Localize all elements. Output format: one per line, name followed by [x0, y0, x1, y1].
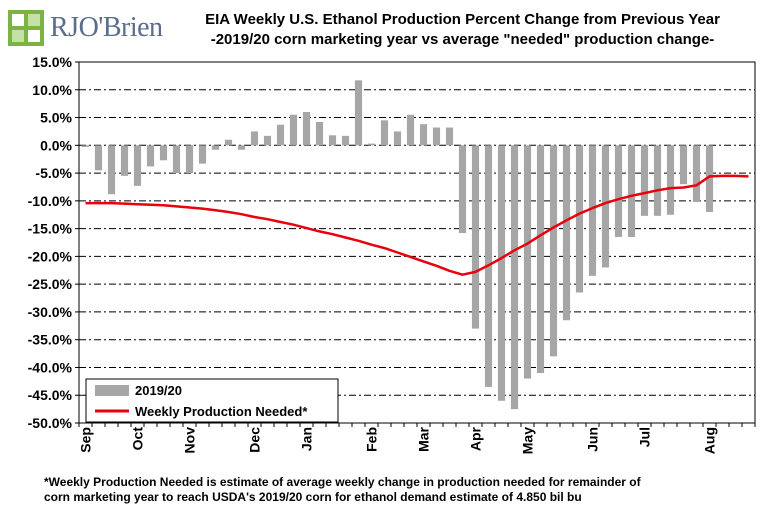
bar-2019-20: [406, 114, 415, 146]
bar-2019-20: [120, 145, 129, 176]
bar-2019-20: [575, 145, 584, 293]
y-tick-label: -50.0%: [28, 415, 73, 431]
x-tick-label: Aug: [702, 427, 718, 454]
bar-2019-20: [523, 145, 532, 379]
bar-2019-20: [458, 145, 467, 234]
bar-2019-20: [666, 145, 675, 215]
bar-2019-20: [250, 131, 259, 146]
bar-2019-20: [237, 145, 246, 150]
weekly-production-needed-line: [85, 174, 749, 276]
y-tick-label: -35.0%: [28, 332, 73, 348]
bar-2019-20: [627, 145, 636, 237]
x-tick-label: Jun: [585, 427, 601, 452]
y-tick-label: -25.0%: [28, 276, 73, 292]
bar-2019-20: [159, 145, 168, 161]
y-tick-label: -30.0%: [28, 304, 73, 320]
legend-label-line: Weekly Production Needed*: [135, 404, 308, 419]
chart-title: EIA Weekly U.S. Ethanol Production Perce…: [170, 10, 755, 50]
bar-2019-20: [354, 80, 363, 146]
bar-2019-20: [640, 145, 649, 216]
bar-2019-20: [302, 111, 311, 146]
footnote: *Weekly Production Needed is estimate of…: [44, 475, 756, 505]
x-axis: Sep Oct Nov Dec Jan Feb Mar Apr May Jun Jul Aug: [78, 423, 756, 454]
y-tick-label: 5.0%: [40, 110, 72, 126]
bar-2019-20: [393, 131, 402, 146]
x-tick-label: May: [520, 427, 536, 454]
y-axis: 15.0% 10.0% 5.0% 0.0% -5.0% -10.0% -15.0% -20.0…: [28, 54, 79, 431]
bar-2019-20: [328, 135, 337, 146]
bar-2019-20: [289, 114, 298, 146]
bar-2019-20: [679, 145, 688, 185]
chart-subtitle: -2019/20 corn marketing year vs average …: [210, 31, 715, 48]
bar-2019-20: [146, 145, 155, 167]
x-tick-label: Nov: [182, 427, 198, 454]
x-tick-label: Apr: [468, 426, 484, 451]
bar-2019-20: [107, 145, 116, 195]
bar-2019-20: [367, 143, 376, 146]
bar-2019-20: [445, 127, 454, 146]
bar-2019-20: [614, 145, 623, 237]
bar-2019-20: [588, 145, 597, 276]
bar-2019-20: [133, 145, 142, 186]
x-tick-label: Mar: [416, 426, 432, 451]
needed-line-path: [85, 174, 749, 276]
bar-2019-20: [536, 145, 545, 374]
bar-2019-20: [380, 120, 389, 146]
x-tick-label: Jan: [299, 427, 315, 451]
bar-2019-20: [471, 145, 480, 329]
bar-2019-20: [198, 145, 207, 164]
legend-label-bars: 2019/20: [135, 383, 182, 398]
bar-2019-20: [692, 145, 701, 202]
bar-2019-20: [549, 145, 558, 357]
y-tick-label: -5.0%: [35, 165, 72, 181]
bar-2019-20: [653, 145, 662, 216]
chart-title-line-1: EIA Weekly U.S. Ethanol Production Perce…: [205, 11, 720, 28]
bar-2019-20: [211, 145, 220, 150]
ethanol-production-chart: 15.0% 10.0% 5.0% 0.0% -5.0% -10.0% -15.0% -20.0…: [28, 54, 756, 454]
bar-2019-20: [263, 135, 272, 146]
bar-2019-20: [497, 145, 506, 401]
legend: 2019/20 Weekly Production Needed*: [85, 378, 339, 423]
logo-mark-icon: [8, 10, 44, 46]
y-tick-label: -10.0%: [28, 193, 73, 209]
y-tick-label: 10.0%: [32, 82, 72, 98]
bar-2019-20: [276, 124, 285, 146]
y-tick-label: -20.0%: [28, 248, 73, 264]
footnote-line-1: *Weekly Production Needed is estimate of…: [44, 475, 641, 489]
y-tick-label: -45.0%: [28, 387, 73, 403]
bar-2019-20: [341, 135, 350, 146]
rjobrien-logo: RJO'Brien: [8, 8, 163, 48]
y-tick-label: 0.0%: [40, 137, 72, 153]
bar-2019-20: [432, 127, 441, 146]
bar-2019-20: [705, 145, 714, 212]
bar-2019-20: [315, 121, 324, 146]
x-tick-label: Jul: [637, 427, 653, 447]
legend-swatch-bars: [95, 385, 129, 396]
y-tick-label: -40.0%: [28, 359, 73, 375]
bar-2019-20: [185, 145, 194, 174]
x-tick-label: Oct: [130, 427, 146, 451]
bar-2019-20: [510, 145, 519, 410]
x-tick-label: Dec: [247, 427, 263, 453]
y-tick-label: 15.0%: [32, 54, 72, 70]
y-tick-label: -15.0%: [28, 221, 73, 237]
x-tick-label: Feb: [364, 427, 380, 452]
bar-2019-20: [224, 139, 233, 146]
bar-2019-20: [601, 145, 610, 268]
logo-wordmark: RJO'Brien: [50, 12, 163, 43]
footnote-line-2: corn marketing year to reach USDA's 2019…: [44, 490, 582, 504]
bar-2019-20: [94, 145, 103, 171]
bar-2019-20: [172, 145, 181, 174]
bar-2019-20: [419, 124, 428, 146]
bar-2019-20: [562, 145, 571, 321]
plot-area: [78, 61, 756, 424]
x-tick-label: Sep: [78, 427, 94, 453]
bar-2019-20: [81, 145, 90, 147]
